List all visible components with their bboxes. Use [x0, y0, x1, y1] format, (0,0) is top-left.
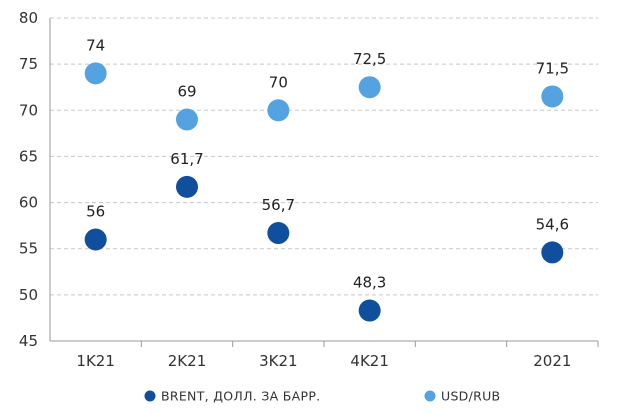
data-label: 56,7	[262, 196, 295, 214]
x-axis-ticks: 1K21 2K21 3K21 4K21 2021	[76, 352, 571, 370]
grid-lines	[50, 17, 598, 296]
data-label: 72,5	[353, 50, 386, 68]
data-label: 61,7	[170, 150, 203, 168]
x-tick-label: 3K21	[259, 352, 297, 370]
data-label: 74	[86, 36, 105, 54]
data-point	[84, 228, 107, 251]
y-tick-label: 65	[19, 147, 38, 165]
data-points	[84, 62, 564, 322]
legend-marker	[424, 390, 436, 402]
axes	[49, 18, 599, 347]
legend: BRENT, ДОЛЛ. ЗА БАРР. USD/RUB	[144, 389, 500, 404]
data-point	[541, 85, 564, 108]
data-label: 69	[177, 83, 196, 101]
x-tick-label: 2K21	[168, 352, 206, 370]
data-label: 56	[86, 202, 105, 220]
y-tick-label: 75	[19, 55, 38, 73]
y-tick-label: 80	[19, 9, 38, 27]
data-label: 71,5	[536, 59, 569, 77]
data-label: 54,6	[536, 215, 569, 233]
y-tick-label: 70	[19, 101, 38, 119]
y-axis-ticks: 80 75 70 65 60 55 50 45	[19, 9, 38, 350]
data-point	[358, 76, 381, 99]
x-tick-label: 4K21	[350, 352, 388, 370]
legend-label: BRENT, ДОЛЛ. ЗА БАРР.	[161, 389, 320, 404]
data-point	[176, 108, 198, 131]
y-tick-label: 45	[19, 332, 38, 350]
data-point	[267, 222, 290, 245]
data-point	[267, 99, 290, 122]
x-tick-label: 2021	[533, 352, 571, 370]
x-tick-label: 1K21	[76, 352, 114, 370]
y-tick-label: 60	[19, 194, 38, 212]
legend-label: USD/RUB	[441, 389, 500, 404]
data-point	[541, 241, 564, 264]
data-point	[358, 299, 381, 322]
data-label: 70	[269, 73, 288, 91]
data-label: 48,3	[353, 274, 386, 292]
y-tick-label: 55	[19, 240, 38, 258]
data-labels: 56 61,7 56,7 48,3 54,6 74 69 70 72,5 71,5	[86, 36, 569, 291]
y-tick-label: 50	[19, 286, 38, 304]
legend-marker	[144, 390, 156, 402]
data-point	[176, 175, 198, 198]
data-point	[84, 62, 107, 85]
